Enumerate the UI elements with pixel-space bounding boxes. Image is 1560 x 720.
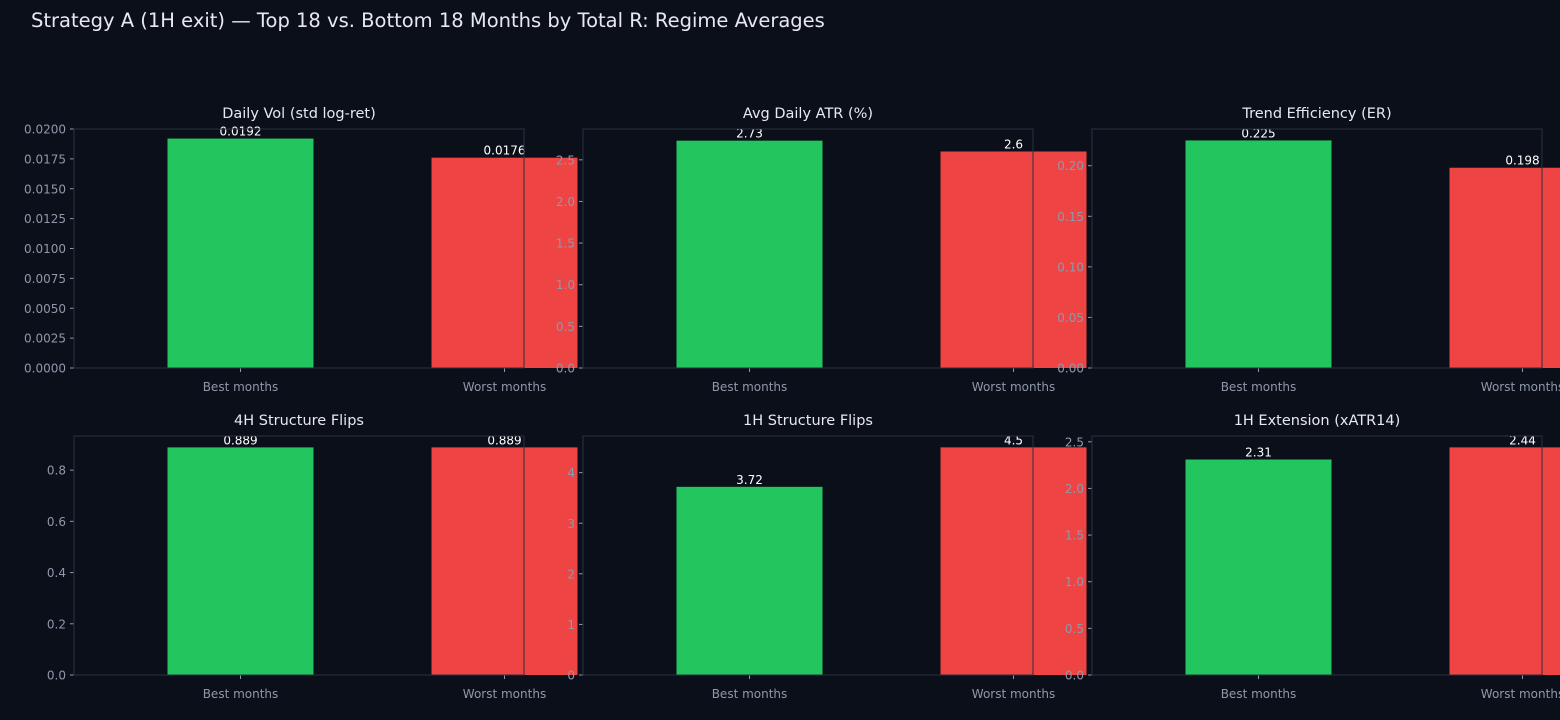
- bar-value-label: 2.31: [1245, 446, 1272, 460]
- panel-title: Daily Vol (std log-ret): [222, 106, 376, 122]
- x-tick-label: Worst months: [1481, 687, 1560, 701]
- x-tick-label: Worst months: [1481, 380, 1560, 394]
- y-tick-label: 3: [567, 517, 575, 531]
- panel-title: 1H Structure Flips: [743, 413, 873, 429]
- axes-frame: [1091, 128, 1543, 369]
- axes-frame: [73, 435, 525, 676]
- panel-title: Avg Daily ATR (%): [743, 106, 873, 122]
- bar-value-label: 0.0176: [484, 144, 526, 158]
- bar-worst-months: [940, 151, 1087, 368]
- chart-panel: Trend Efficiency (ER) 0.225 Best months 0.1…: [1057, 106, 1560, 394]
- bar-value-label: 2.44: [1509, 433, 1536, 447]
- chart-panel: 1H Extension (xATR14) 2.31 Best months 2.44…: [1065, 413, 1560, 701]
- x-tick-label: Worst months: [463, 380, 546, 394]
- bar-value-label: 0.225: [1241, 126, 1275, 140]
- y-tick-label: 0.00: [1057, 362, 1084, 376]
- x-tick-label: Best months: [203, 687, 279, 701]
- chart-panel: 4H Structure Flips 0.889 Best months 0.889 W…: [47, 413, 578, 701]
- y-tick-label: 0.0100: [24, 242, 66, 256]
- x-tick-label: Worst months: [463, 687, 546, 701]
- panel-title: 4H Structure Flips: [234, 413, 364, 429]
- y-tick-label: 1.0: [1065, 575, 1084, 589]
- chart-panel: Daily Vol (std log-ret) 0.0192 Best months…: [24, 106, 578, 394]
- y-tick-label: 2.5: [556, 153, 575, 167]
- y-tick-label: 0.0150: [24, 182, 66, 196]
- y-tick-label: 2.0: [556, 195, 575, 209]
- y-tick-label: 0.4: [47, 566, 66, 580]
- y-tick-label: 0.8: [47, 464, 66, 478]
- bar-value-label: 0.198: [1505, 154, 1539, 168]
- y-tick-label: 2.0: [1065, 482, 1084, 496]
- figure-title: Strategy A (1H exit) — Top 18 vs. Bottom…: [31, 9, 825, 32]
- y-tick-label: 0.0175: [24, 152, 66, 166]
- y-tick-label: 0.6: [47, 515, 66, 529]
- x-tick-label: Best months: [712, 687, 788, 701]
- y-tick-label: 0.20: [1057, 159, 1084, 173]
- y-tick-label: 0.0: [556, 362, 575, 376]
- bar-value-label: 2.73: [736, 127, 763, 141]
- y-tick-label: 1.0: [556, 278, 575, 292]
- y-tick-label: 2.5: [1065, 435, 1084, 449]
- x-tick-label: Worst months: [972, 380, 1055, 394]
- bar-best-months: [1185, 140, 1332, 368]
- bar-worst-months: [431, 447, 578, 675]
- panel-title: Trend Efficiency (ER): [1241, 106, 1391, 122]
- x-tick-label: Best months: [1221, 687, 1297, 701]
- y-tick-label: 0.0: [47, 669, 66, 683]
- y-tick-label: 0.0125: [24, 212, 66, 226]
- axes-frame: [1091, 435, 1543, 676]
- y-tick-label: 1.5: [1065, 529, 1084, 543]
- bar-best-months: [676, 140, 823, 368]
- y-tick-label: 1.5: [556, 237, 575, 251]
- bar-value-label: 0.889: [487, 433, 521, 447]
- bar-value-label: 3.72: [736, 473, 763, 487]
- x-tick-label: Worst months: [972, 687, 1055, 701]
- bar-worst-months: [1449, 447, 1560, 675]
- y-tick-label: 0.05: [1057, 311, 1084, 325]
- y-tick-label: 1: [567, 618, 575, 632]
- x-tick-label: Best months: [1221, 380, 1297, 394]
- y-tick-label: 0.5: [556, 320, 575, 334]
- y-tick-label: 0.2: [47, 617, 66, 631]
- bar-value-label: 0.889: [223, 433, 257, 447]
- chart-panel: 1H Structure Flips 3.72 Best months 4.5 Wors…: [567, 413, 1087, 701]
- x-tick-label: Best months: [203, 380, 279, 394]
- y-tick-label: 0.0075: [24, 272, 66, 286]
- bar-worst-months: [431, 157, 578, 368]
- y-tick-label: 4: [567, 466, 575, 480]
- y-tick-label: 2: [567, 567, 575, 581]
- bar-best-months: [167, 447, 314, 675]
- axes-frame: [73, 128, 525, 369]
- bar-worst-months: [940, 447, 1087, 675]
- y-tick-label: 0.0: [1065, 669, 1084, 683]
- y-tick-label: 0.0050: [24, 302, 66, 316]
- axes-frame: [582, 128, 1034, 369]
- chart-panel: Avg Daily ATR (%) 2.73 Best months 2.6 Worst…: [556, 106, 1087, 394]
- y-tick-label: 0.0200: [24, 123, 66, 137]
- bar-worst-months: [1449, 167, 1560, 368]
- panel-title: 1H Extension (xATR14): [1234, 413, 1401, 429]
- axes-frame: [582, 435, 1034, 676]
- y-tick-label: 0.10: [1057, 260, 1084, 274]
- bar-value-label: 4.5: [1004, 433, 1023, 447]
- y-tick-label: 0.0000: [24, 362, 66, 376]
- bar-value-label: 0.0192: [220, 125, 262, 139]
- y-tick-label: 0: [567, 669, 575, 683]
- bar-best-months: [167, 138, 314, 368]
- bar-value-label: 2.6: [1004, 137, 1023, 151]
- bar-best-months: [676, 486, 823, 675]
- bar-best-months: [1185, 459, 1332, 675]
- y-tick-label: 0.5: [1065, 622, 1084, 636]
- y-tick-label: 0.15: [1057, 210, 1084, 224]
- x-tick-label: Best months: [712, 380, 788, 394]
- y-tick-label: 0.0025: [24, 332, 66, 346]
